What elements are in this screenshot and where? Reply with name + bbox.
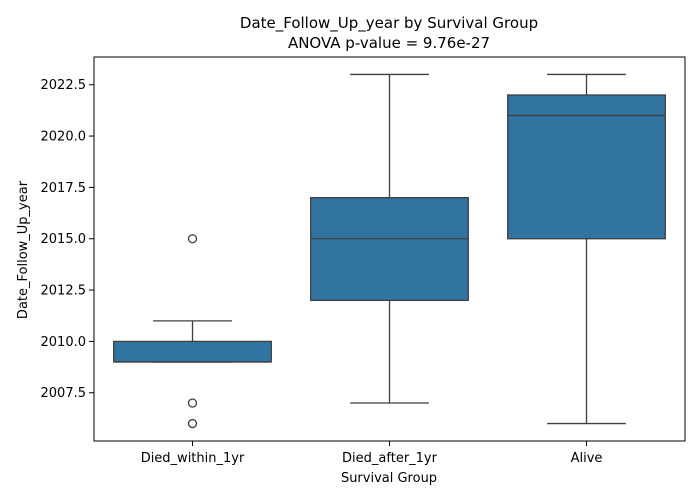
y-tick-label: 2010.0	[41, 335, 87, 350]
x-tick-label: Died_within_1yr	[141, 451, 245, 466]
chart-title-group: Date_Follow_Up_year by Survival Group AN…	[240, 14, 538, 52]
chart-subtitle: ANOVA p-value = 9.76e-27	[288, 34, 490, 52]
box-group-alive	[507, 73, 666, 425]
box-iqr	[113, 340, 272, 363]
outlier-point	[187, 234, 198, 244]
x-axis-label: Survival Group	[341, 471, 437, 486]
outlier-point	[187, 418, 198, 429]
box-group-died-within-1yr	[113, 234, 272, 429]
x-tick-label: Alive	[571, 451, 603, 466]
y-axis: 2007.5 2010.0 2012.5 2015.0 2017.5 2020.0 2022…	[41, 78, 94, 401]
outlier-point	[187, 398, 198, 408]
y-axis-label: Date_Follow_Up_year	[16, 180, 31, 319]
chart-title: Date_Follow_Up_year by Survival Group	[240, 14, 538, 33]
y-tick-label: 2022.5	[41, 78, 87, 93]
boxes-layer	[113, 73, 666, 429]
box-iqr	[310, 197, 469, 301]
y-tick-label: 2007.5	[41, 386, 87, 401]
x-axis: Died_within_1yr Died_after_1yr Alive	[141, 441, 603, 466]
x-tick-label: Died_after_1yr	[342, 451, 438, 466]
y-tick-label: 2017.5	[41, 181, 87, 196]
y-tick-label: 2020.0	[41, 130, 87, 145]
y-tick-label: 2015.0	[41, 232, 87, 247]
box-group-died-after-1yr	[310, 73, 469, 404]
plot-frame	[93, 56, 686, 442]
y-tick-label: 2012.5	[41, 284, 87, 299]
box-iqr	[507, 94, 666, 240]
